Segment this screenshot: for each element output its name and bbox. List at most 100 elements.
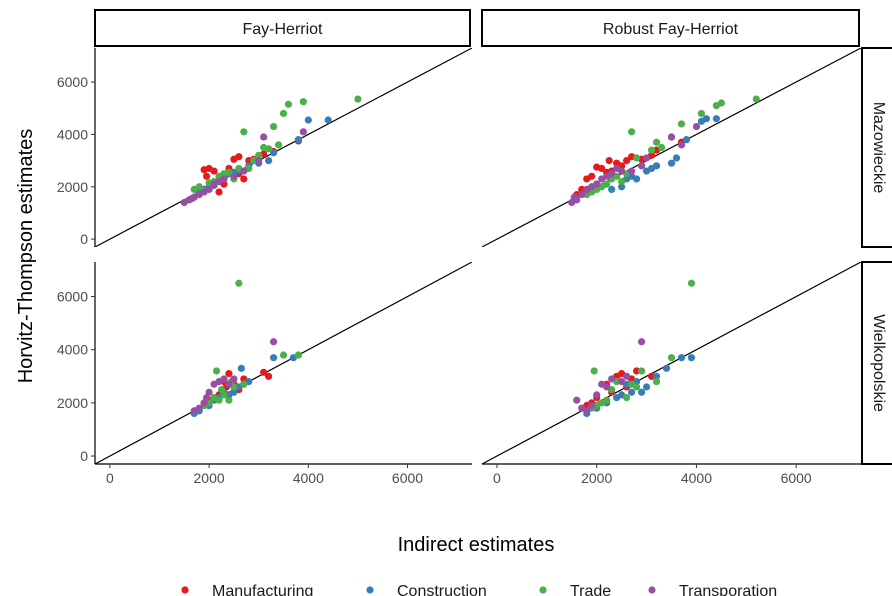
data-point <box>354 95 362 103</box>
data-point <box>677 354 686 362</box>
data-point <box>618 183 626 191</box>
data-point <box>235 279 243 287</box>
data-point <box>203 172 211 180</box>
y-tick-label: 2000 <box>57 395 88 411</box>
data-point <box>294 136 302 144</box>
data-point <box>225 168 233 176</box>
data-point <box>712 115 720 123</box>
data-point <box>652 372 661 380</box>
strip-col-1-label: Fay-Herriot <box>242 21 323 38</box>
legend: Manufacturing Construction Trade Transporat… <box>181 583 777 596</box>
y-axis-title: Horvitz-Thompson estimates <box>15 129 37 384</box>
legend-item-construction: Construction <box>366 583 487 596</box>
data-point <box>225 370 233 378</box>
data-point <box>235 153 243 161</box>
data-point <box>578 185 586 193</box>
legend-marker <box>181 586 189 594</box>
legend-marker <box>648 586 656 594</box>
data-point <box>225 380 233 388</box>
data-point <box>279 109 288 118</box>
series-transporation <box>568 122 701 207</box>
data-point <box>632 154 641 162</box>
reference-line <box>95 48 472 247</box>
data-point <box>652 138 661 146</box>
legend-label: Construction <box>397 583 487 596</box>
data-point <box>623 372 631 380</box>
y-tick-label: 0 <box>80 448 88 464</box>
data-point <box>188 194 196 203</box>
panel-2-2: 0 2000 4000 6000 <box>482 262 861 486</box>
series-trade <box>190 95 362 195</box>
data-point <box>637 162 646 170</box>
data-point <box>642 154 651 162</box>
data-point <box>265 372 273 380</box>
data-point <box>230 375 238 383</box>
facet-strips: Fay-Herriot Robust Fay-Herriot Mazowieck… <box>94 9 892 465</box>
strip-row-1-label: Mazowieckie <box>870 102 887 194</box>
data-point <box>324 116 332 124</box>
data-point <box>578 191 586 199</box>
strip-col-1 <box>94 9 471 47</box>
data-point <box>687 279 696 287</box>
data-point <box>647 164 656 173</box>
data-point <box>605 156 613 165</box>
data-point <box>637 338 646 346</box>
x-tick-label: 0 <box>493 470 501 486</box>
data-point <box>284 100 293 108</box>
data-point <box>265 156 273 165</box>
data-point <box>647 146 656 154</box>
data-point <box>274 141 283 149</box>
data-point <box>212 367 221 375</box>
series-transporation <box>180 128 307 207</box>
x-tick-label: 4000 <box>293 470 324 486</box>
data-point <box>687 354 696 362</box>
data-point <box>217 385 226 394</box>
panel-1-1: 0 2000 4000 6000 <box>57 48 472 247</box>
data-point <box>299 98 307 106</box>
data-point <box>220 375 228 383</box>
data-point <box>205 185 213 193</box>
panel-2-1: 0 2000 4000 6000 0 2000 4000 6000 <box>57 262 472 486</box>
strip-row-2 <box>861 261 892 465</box>
data-point <box>240 167 248 175</box>
data-point <box>623 393 631 402</box>
data-point <box>608 375 616 383</box>
data-point <box>618 177 626 186</box>
data-point <box>210 167 218 175</box>
data-point <box>583 407 591 415</box>
y-tick-label: 6000 <box>57 289 88 305</box>
panel-1-2 <box>482 48 861 247</box>
data-point <box>657 143 666 152</box>
data-point <box>682 136 691 144</box>
data-point <box>632 367 641 375</box>
strip-col-2-label: Robust Fay-Herriot <box>603 21 739 38</box>
data-point <box>608 170 616 178</box>
data-point <box>593 180 601 188</box>
data-point <box>628 380 636 388</box>
data-point <box>294 351 302 359</box>
series-trade <box>200 279 302 410</box>
data-point <box>250 156 258 165</box>
data-point <box>255 151 263 159</box>
data-point <box>260 368 268 376</box>
data-point <box>603 180 611 188</box>
x-axis-title: Indirect estimates <box>398 534 555 556</box>
data-point <box>623 156 631 165</box>
data-point <box>593 163 601 171</box>
data-point <box>215 188 223 196</box>
data-point <box>603 396 611 404</box>
data-point <box>588 401 596 410</box>
data-point <box>215 177 223 186</box>
legend-marker <box>539 586 547 594</box>
legend-item-transporation: Transporation <box>648 583 777 596</box>
data-point <box>304 116 312 124</box>
data-point <box>269 338 278 346</box>
x-tick-label: 2000 <box>194 470 225 486</box>
strip-col-2 <box>481 9 860 47</box>
legend-label: Trade <box>570 583 611 596</box>
data-point <box>662 364 671 372</box>
data-point <box>672 154 681 162</box>
series-construction <box>608 115 720 193</box>
